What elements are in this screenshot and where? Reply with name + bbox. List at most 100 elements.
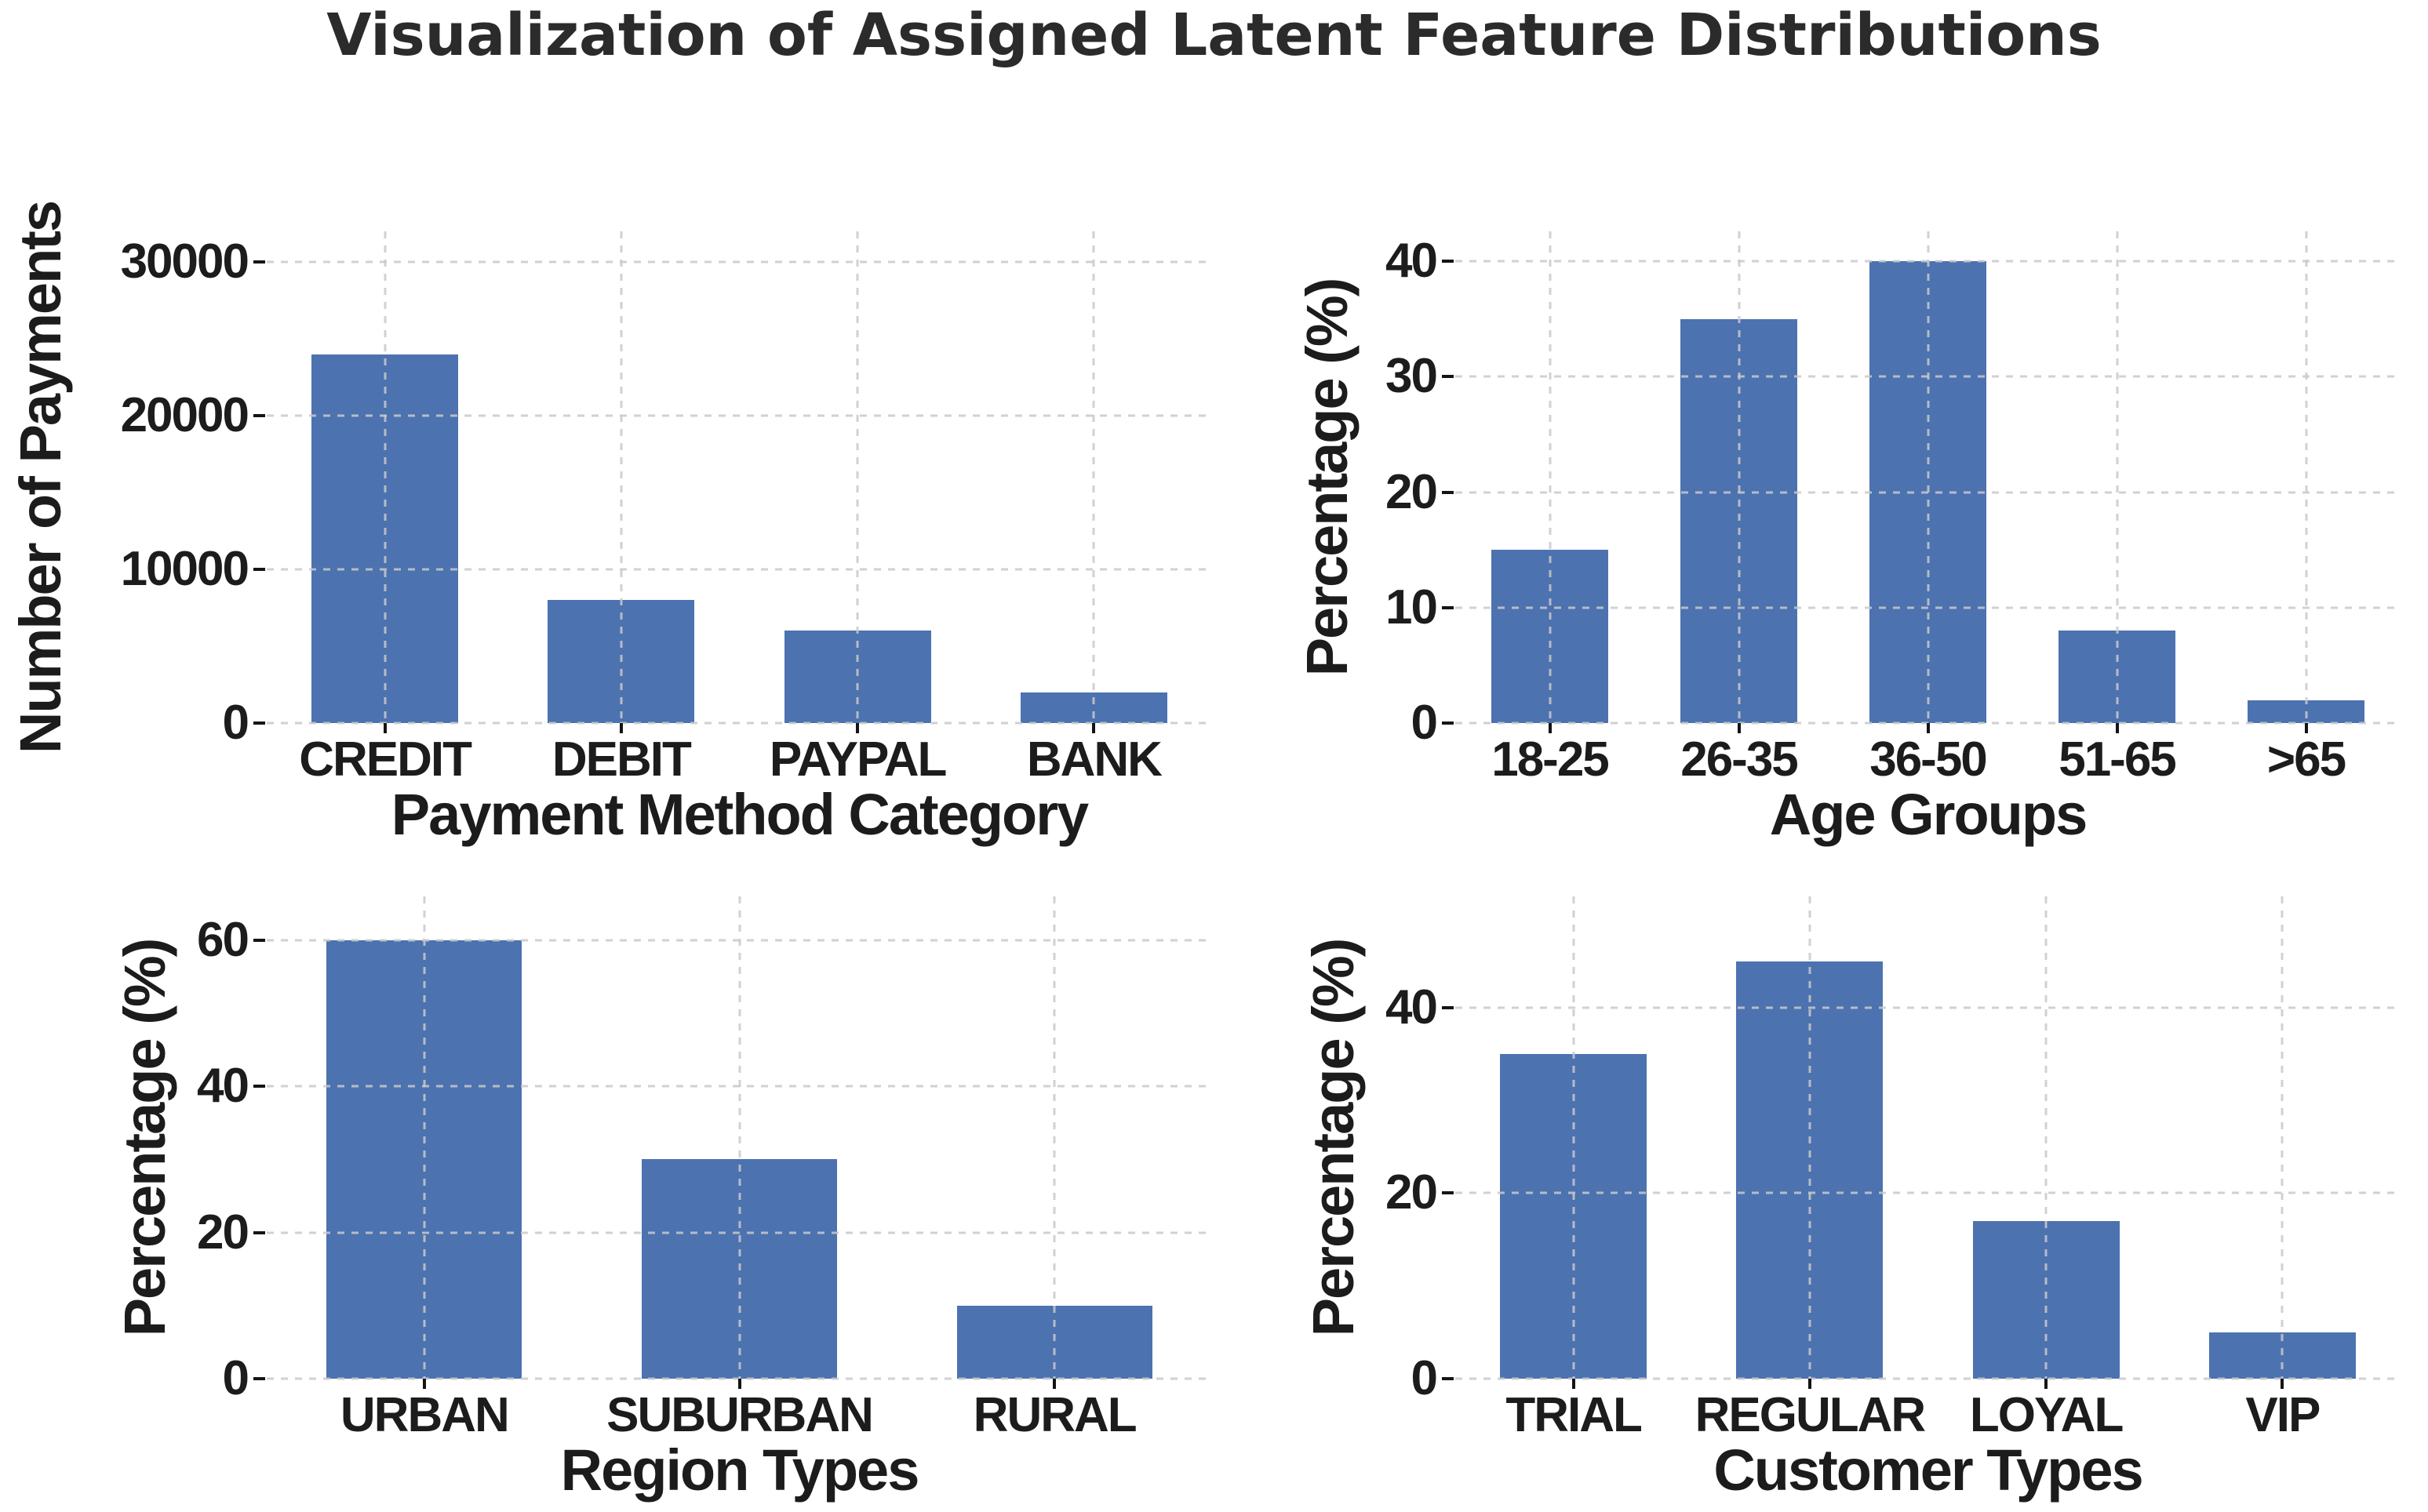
y-tick-mark bbox=[253, 260, 265, 264]
x-tick-label: CREDIT bbox=[299, 732, 472, 787]
y-tick-label: 0 bbox=[1411, 696, 1439, 750]
y-tick-mark bbox=[1442, 375, 1454, 379]
y-tick-label: 10000 bbox=[120, 542, 249, 597]
gridline-horizontal bbox=[267, 260, 1212, 264]
y-tick-mark bbox=[1442, 1191, 1454, 1195]
gridline-horizontal bbox=[267, 721, 1212, 725]
x-tick-mark bbox=[1807, 1379, 1811, 1389]
x-tick-label: 51-65 bbox=[2059, 732, 2177, 787]
y-tick-mark bbox=[253, 1377, 265, 1380]
x-axis-label: Customer Types bbox=[1713, 1437, 2143, 1503]
y-tick-mark bbox=[253, 938, 265, 942]
gridline-vertical bbox=[1572, 896, 1575, 1379]
gridline-vertical bbox=[1549, 231, 1551, 723]
y-tick-mark bbox=[1442, 605, 1454, 609]
x-tick-label: RURAL bbox=[973, 1388, 1138, 1442]
y-tick-label: 0 bbox=[222, 696, 250, 750]
plot-area: 0 20 40 60 URBAN SUBURBAN RURAL bbox=[197, 896, 1212, 1440]
x-tick-label: PAYPAL bbox=[769, 732, 948, 787]
x-axis-label: Age Groups bbox=[1769, 782, 2088, 847]
x-tick-label: REGULAR bbox=[1695, 1388, 1927, 1442]
y-axis-label: Number of Payments bbox=[8, 201, 73, 754]
gridline-vertical bbox=[856, 231, 859, 723]
plot-area: 0 10000 20000 30000 CREDIT DEBIT PAYPAL BANK bbox=[121, 231, 1212, 784]
plot-area: 0 20 40 TRIAL REGULAR LOYAL VIP bbox=[1385, 896, 2401, 1440]
gridline-vertical bbox=[384, 231, 387, 723]
y-tick-label: 30000 bbox=[120, 234, 249, 289]
x-tick-mark bbox=[2115, 723, 2119, 733]
gridline-horizontal bbox=[1455, 1006, 2401, 1009]
x-axis-label: Payment Method Category bbox=[391, 782, 1089, 847]
x-tick-label: >65 bbox=[2266, 732, 2346, 787]
x-axis-label: Region Types bbox=[560, 1437, 920, 1503]
y-tick-mark bbox=[1442, 490, 1454, 494]
x-tick-mark bbox=[1092, 723, 1096, 733]
x-tick-label: LOYAL bbox=[1969, 1388, 2124, 1442]
x-tick-mark bbox=[422, 1379, 426, 1389]
gridline-vertical bbox=[1092, 231, 1095, 723]
y-tick-mark bbox=[253, 414, 265, 418]
x-tick-label: SUBURBAN bbox=[606, 1388, 874, 1442]
gridline-vertical bbox=[1927, 231, 1929, 723]
gridline-vertical bbox=[423, 896, 426, 1379]
y-tick-label: 20000 bbox=[120, 388, 249, 443]
x-tick-mark bbox=[619, 723, 623, 733]
gridline-vertical bbox=[2116, 231, 2118, 723]
x-tick-label: URBAN bbox=[340, 1388, 510, 1442]
gridline-vertical bbox=[2305, 231, 2307, 723]
x-tick-mark bbox=[2304, 723, 2308, 733]
x-tick-mark bbox=[1571, 1379, 1575, 1389]
x-tick-mark bbox=[383, 723, 387, 733]
y-axis-label: Percentage (%) bbox=[112, 939, 177, 1336]
x-tick-label: 36-50 bbox=[1869, 732, 1988, 787]
plot-area: 0 10 20 30 40 18-25 26-35 36-50 51-65 >65 bbox=[1385, 231, 2401, 784]
y-tick-label: 40 bbox=[197, 1059, 249, 1114]
x-tick-label: BANK bbox=[1026, 732, 1163, 787]
y-tick-mark bbox=[1442, 721, 1454, 725]
y-tick-mark bbox=[253, 1230, 265, 1234]
y-tick-mark bbox=[253, 568, 265, 572]
gridline-vertical bbox=[1808, 896, 1811, 1379]
x-tick-label: TRIAL bbox=[1505, 1388, 1643, 1442]
gridline-vertical bbox=[2044, 896, 2048, 1379]
y-tick-label: 0 bbox=[222, 1351, 250, 1405]
subplot-customer-types: Percentage (%) 0 20 40 TRIAL REGULAR LOYAL VIP… bbox=[1301, 896, 2401, 1499]
x-tick-mark bbox=[1548, 723, 1552, 733]
y-tick-label: 40 bbox=[1385, 234, 1438, 289]
gridline-vertical bbox=[1053, 896, 1056, 1379]
gridline-vertical bbox=[738, 896, 741, 1379]
y-tick-label: 30 bbox=[1385, 349, 1438, 404]
subplot-region-types: Percentage (%) 0 20 40 60 URBAN SUBURBAN RURAL… bbox=[112, 896, 1212, 1499]
x-tick-label: 18-25 bbox=[1491, 732, 1610, 787]
x-tick-mark bbox=[2044, 1379, 2048, 1389]
gridline-vertical bbox=[2281, 896, 2284, 1379]
gridline-horizontal bbox=[267, 568, 1212, 571]
y-tick-label: 60 bbox=[197, 912, 249, 967]
subplot-age-groups: Percentage (%) 0 10 20 30 40 18-25 26-35 36-50 5… bbox=[1294, 231, 2401, 844]
gridline-horizontal bbox=[267, 414, 1212, 417]
x-tick-mark bbox=[1053, 1379, 1057, 1389]
figure-title: Visualization of Assigned Latent Feature… bbox=[326, 2, 2102, 69]
gridline-horizontal bbox=[1455, 1191, 2401, 1194]
x-tick-mark bbox=[1737, 723, 1741, 733]
x-tick-mark bbox=[2281, 1379, 2284, 1389]
x-tick-mark bbox=[1926, 723, 1930, 733]
y-tick-label: 40 bbox=[1385, 980, 1438, 1034]
x-tick-label: VIP bbox=[2245, 1388, 2321, 1442]
gridline-horizontal bbox=[1455, 1377, 2401, 1380]
y-tick-label: 20 bbox=[1385, 464, 1438, 519]
y-axis-label: Percentage (%) bbox=[1301, 939, 1366, 1336]
gridline-vertical bbox=[620, 231, 623, 723]
x-tick-mark bbox=[856, 723, 860, 733]
y-tick-mark bbox=[1442, 1005, 1454, 1009]
y-tick-label: 10 bbox=[1385, 580, 1438, 634]
x-tick-mark bbox=[737, 1379, 741, 1389]
y-tick-label: 20 bbox=[197, 1205, 249, 1259]
x-tick-label: DEBIT bbox=[551, 732, 692, 787]
gridline-vertical bbox=[1738, 231, 1740, 723]
y-tick-mark bbox=[1442, 1377, 1454, 1380]
y-axis-label: Percentage (%) bbox=[1294, 278, 1360, 676]
y-tick-label: 20 bbox=[1385, 1165, 1438, 1220]
y-tick-label: 0 bbox=[1411, 1351, 1439, 1405]
